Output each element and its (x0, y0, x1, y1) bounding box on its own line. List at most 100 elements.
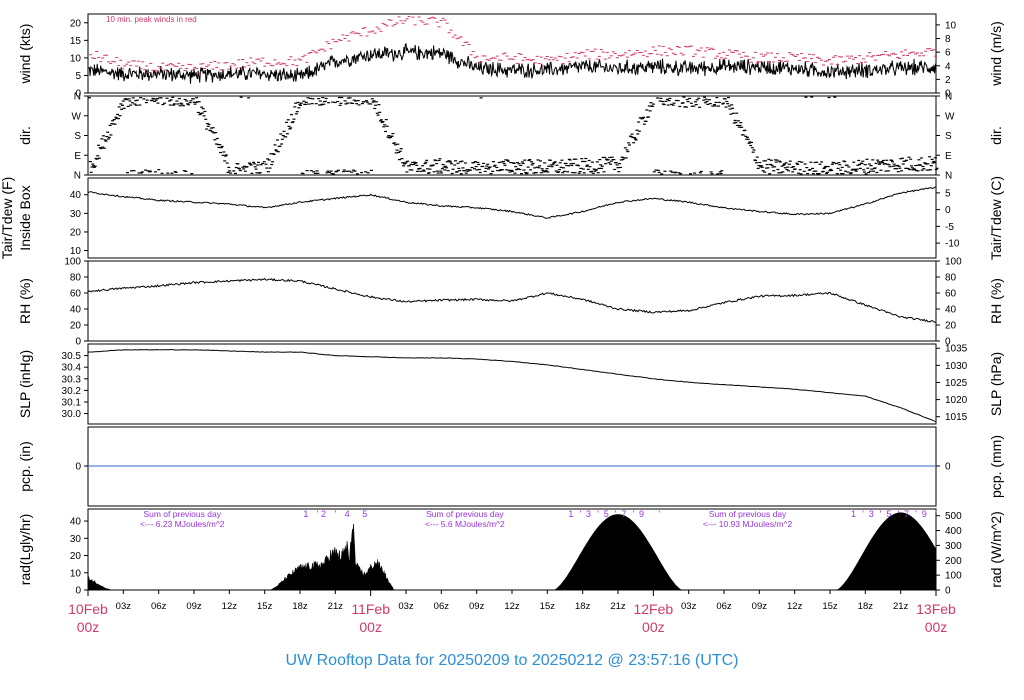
temp-left-ylabel: Tair/Tdew (F) (0, 177, 15, 259)
temp-right-tick-label: 5 (945, 188, 951, 199)
time-tick-label: 09z (752, 601, 768, 612)
rh-frame (87, 260, 937, 342)
rad-hour-mark: ' (597, 509, 599, 519)
wind-frame (87, 13, 937, 94)
rad-hour-mark: ' (334, 509, 336, 519)
rad-right-tick-label: 300 (945, 541, 962, 552)
time-tick-label: 18z (575, 601, 591, 612)
slp-right-tick-label: 1030 (945, 361, 968, 372)
wind-right-tick-label: 2 (945, 75, 951, 86)
rad-hour-mark: ' (915, 509, 917, 519)
temp-left-tick-label: 20 (70, 227, 82, 238)
rh-series (87, 277, 937, 324)
rad-hour-mark: 3 (869, 509, 874, 519)
rh-left-tick-label: 20 (70, 321, 82, 332)
time-tick-label: 12z (787, 601, 803, 612)
slp-right-tick-label: 1035 (945, 344, 968, 355)
slp-left-tick-label: 30.1 (62, 397, 82, 408)
rad-hour-mark: 4 (345, 509, 350, 519)
time-tick-label: 06z (716, 601, 732, 612)
dir-series (88, 96, 939, 175)
pcp-panel: pcp. (in) pcp. (mm) 0 0 (17, 426, 1004, 507)
rad-sum-note: Sum of previous day (426, 509, 504, 519)
wind-left-ylabel: wind (kts) (17, 24, 33, 85)
time-tick-label: 15z (257, 601, 273, 612)
rad-hour-mark: ' (880, 509, 882, 519)
dir-left-tick-label: E (74, 151, 81, 162)
temp-left-ylabel2: Inside Box (17, 185, 33, 250)
dir-right-tick-label: E (945, 151, 952, 162)
rad-hour-mark: 1 (851, 509, 856, 519)
slp-series (87, 349, 937, 423)
dir-right-ylabel: dir. (988, 126, 1004, 145)
dir-left-tick-label: N (74, 92, 81, 103)
dir-left-tick-label: S (74, 131, 81, 142)
time-tick-label: 18z (292, 601, 308, 612)
rad-hour-mark: 1 (568, 509, 573, 519)
slp-left-tick-label: 30.4 (62, 363, 82, 374)
temp-right-tick-label: 0 (945, 205, 951, 216)
rad-right-tick-label: 400 (945, 526, 962, 537)
slp-left-tick-label: 30.0 (62, 409, 82, 420)
time-tick-label: 03z (681, 601, 697, 612)
rad-hour-mark: ' (579, 509, 581, 519)
rh-panel: RH (%) RH (%) 0 20 40 60 80 100 0 20 40 60 80 100 (17, 257, 1004, 348)
time-tick-label: 06z (434, 601, 450, 612)
rh-right-tick-label: 0 (945, 337, 951, 348)
rad-hour-mark: ' (862, 509, 864, 519)
rad-left-tick-label: 20 (70, 551, 82, 562)
wind-right-tick-label: 10 (945, 20, 957, 31)
day-time-label: 00z (77, 619, 100, 635)
time-tick-label: 21z (893, 601, 909, 612)
rad-sum-note: <--- 5.6 MJoules/m^2 (425, 519, 505, 529)
dir-right-tick-label: S (945, 131, 952, 142)
wind-left-tick-label: 15 (70, 36, 82, 47)
pcp-left-tick-label: 0 (75, 462, 81, 473)
wind-left-tick-label: 0 (75, 89, 81, 100)
rad-right-tick-label: 100 (945, 571, 962, 582)
pcp-left-ylabel: pcp. (in) (17, 441, 33, 492)
time-tick-label: 18z (858, 601, 874, 612)
rad-area-group (88, 512, 936, 590)
time-tick-label: 09z (186, 601, 202, 612)
dir-left-tick-label: N (74, 171, 81, 182)
rad-hour-mark: 2 (321, 509, 326, 519)
rad-sum-note: <--- 10.93 MJoules/m^2 (703, 519, 793, 529)
rad-series-area (88, 523, 936, 590)
temp-left-tick-label: 30 (70, 209, 82, 220)
temp-frame (87, 177, 937, 259)
slp-right-ylabel: SLP (hPa) (988, 352, 1004, 416)
wind-peak-series (89, 16, 938, 74)
rad-hour-mark: ' (658, 509, 660, 519)
rad-sum-note: Sum of previous day (709, 509, 787, 519)
rad-left-tick-label: 0 (75, 586, 81, 597)
time-tick-label: 03z (398, 601, 414, 612)
slp-left-tick-label: 30.2 (62, 386, 82, 397)
rh-right-tick-label: 20 (945, 321, 957, 332)
rad-left-tick-label: 10 (70, 568, 82, 579)
rh-right-ylabel: RH (%) (988, 278, 1004, 324)
wind-left-tick-label: 10 (70, 53, 82, 64)
dir-right-tick-label: W (945, 111, 955, 122)
temp-right-ylabel: Tair/Tdew (C) (988, 176, 1004, 260)
time-tick-label: 12z (222, 601, 238, 612)
wind-panel: wind (kts) wind (m/s) 0 5 10 15 20 0 2 4 6 8 10 10 mi… (17, 13, 1004, 100)
pcp-right-ylabel: pcp. (mm) (988, 435, 1004, 498)
temp-right-tick-label: -10 (945, 239, 960, 250)
rh-left-tick-label: 100 (64, 257, 81, 268)
rad-left-tick-label: 30 (70, 534, 82, 545)
rad-panel: rad(Lgly/hr) rad (W/m^2)01020304001002003… (17, 508, 1004, 597)
wind-right-ylabel: wind (m/s) (988, 21, 1004, 87)
time-tick-label: 09z (469, 601, 485, 612)
rad-hour-mark: ' (317, 509, 319, 519)
rad-hour-mark: 5 (362, 509, 367, 519)
rad-hour-mark: 9 (639, 509, 644, 519)
rh-left-tick-label: 60 (70, 289, 82, 300)
time-tick-label: 06z (151, 601, 167, 612)
rad-right-ylabel: rad (W/m^2) (988, 511, 1004, 588)
slp-right-tick-label: 1015 (945, 412, 968, 423)
day-time-label: 00z (642, 619, 665, 635)
rad-left-tick-label: 40 (70, 517, 82, 528)
